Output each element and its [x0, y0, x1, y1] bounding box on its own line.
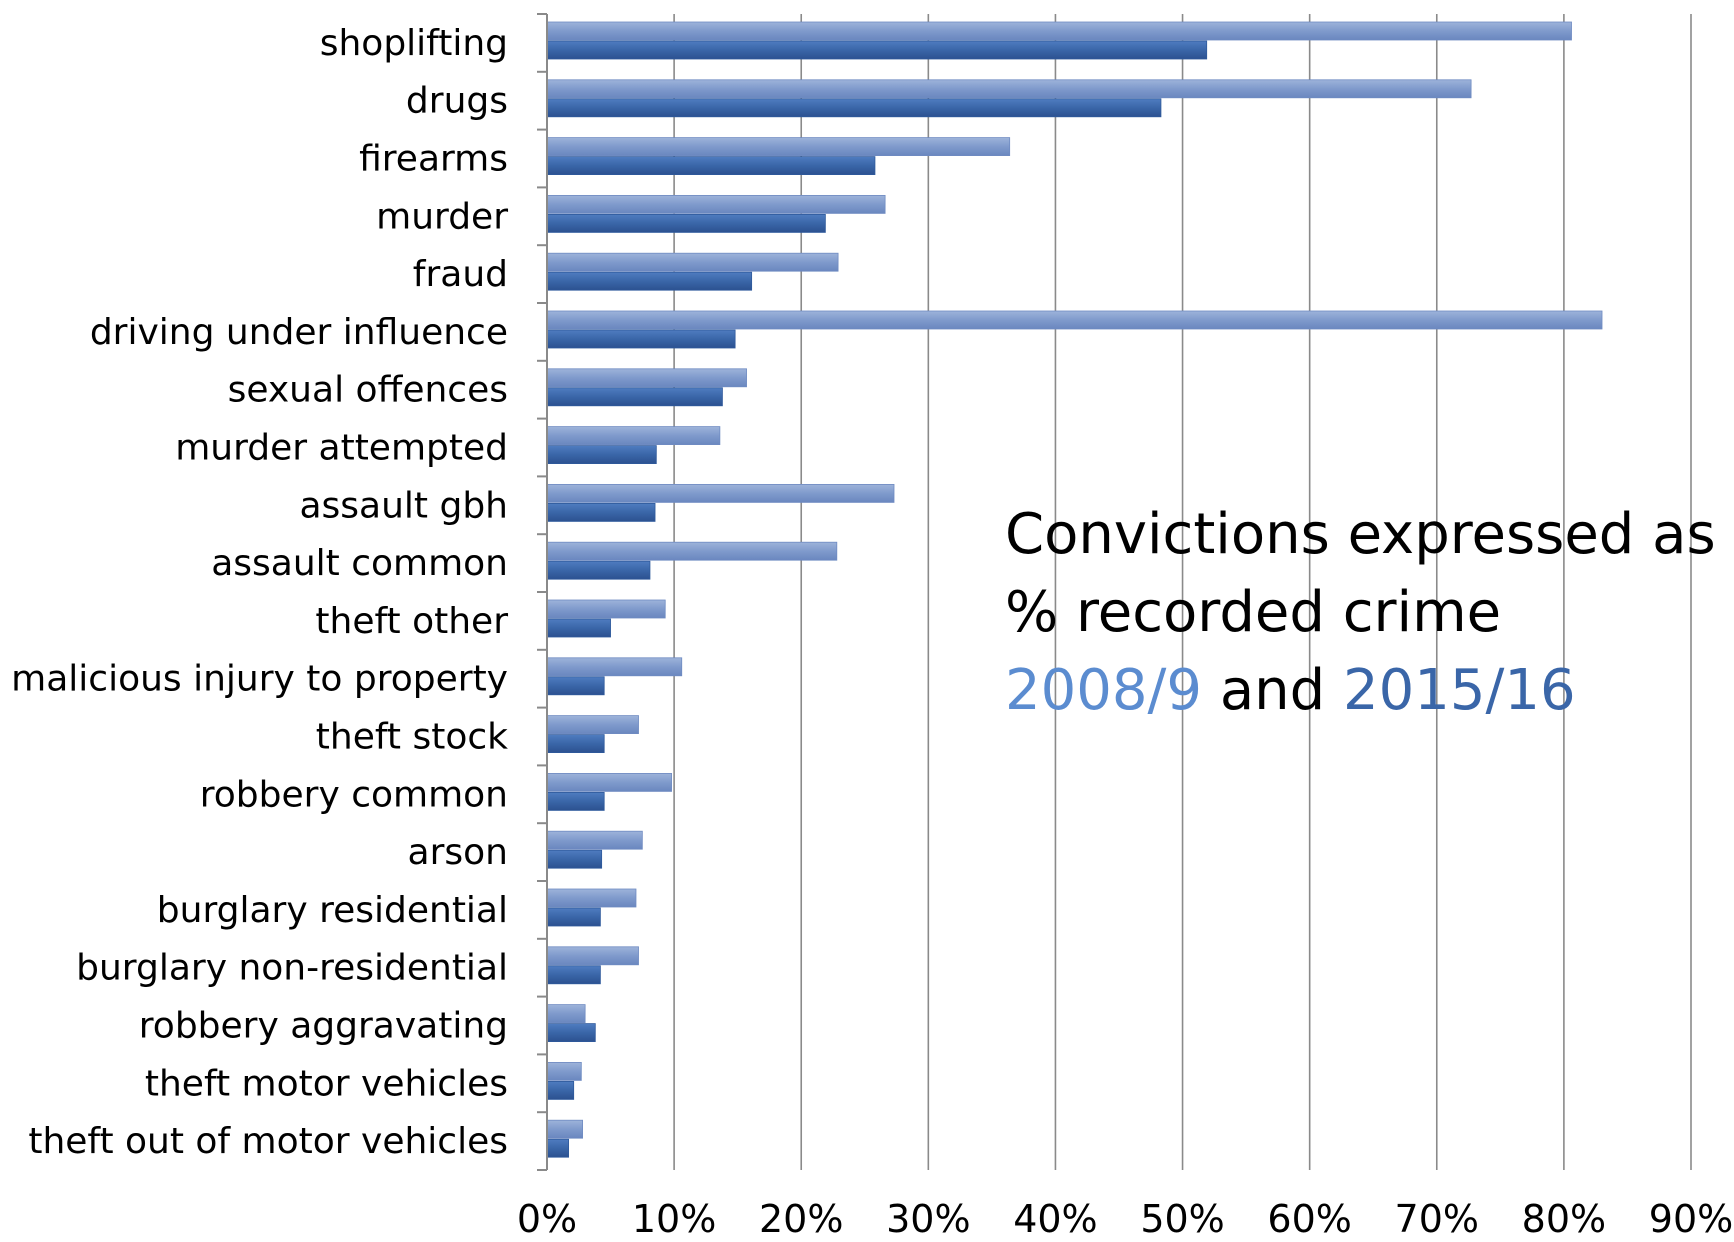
category-label: theft stock [316, 717, 508, 758]
bar-series1 [546, 830, 643, 850]
bar-series1 [546, 773, 672, 792]
category-label: murder [376, 196, 508, 237]
bar-series2 [546, 329, 736, 349]
x-tick-label: 40% [1013, 1197, 1097, 1241]
annotation-series1-label: 2008/9 [1005, 658, 1202, 723]
bar-series1 [546, 483, 895, 503]
bar-series1 [546, 137, 1011, 157]
bar-series2 [546, 1138, 570, 1158]
category-label: shoplifting [320, 23, 508, 64]
category-label: robbery aggravating [139, 1006, 508, 1047]
bar-series2 [546, 445, 657, 465]
bar-series2 [546, 213, 826, 233]
bar-series1 [546, 1119, 583, 1139]
bar-series2 [546, 1081, 575, 1100]
category-label: burglary non-residential [76, 948, 508, 989]
annotation-joiner: and [1220, 658, 1325, 723]
x-tick-label: 20% [759, 1197, 843, 1241]
bar-series1 [546, 252, 839, 272]
bar-series1 [546, 368, 747, 388]
bar-series2 [546, 271, 753, 291]
bar-series2 [546, 502, 656, 522]
bar-series1 [546, 21, 1572, 41]
bar-series1 [546, 79, 1472, 99]
category-label: fraud [413, 254, 508, 295]
bar-series2 [546, 560, 651, 580]
category-label: driving under influence [90, 312, 508, 353]
bar-series1 [546, 946, 639, 966]
x-tick-label: 70% [1395, 1197, 1479, 1241]
x-tick-label: 10% [632, 1197, 716, 1241]
annotation-line1: Convictions expressed as [1005, 502, 1716, 567]
category-label: theft out of motor vehicles [28, 1121, 508, 1162]
bar-series2 [546, 676, 605, 696]
category-label: firearms [359, 139, 508, 180]
category-label: murder attempted [175, 428, 508, 469]
bar-series1 [546, 715, 639, 734]
bar-series2 [546, 387, 723, 407]
category-label: burglary residential [157, 890, 508, 931]
bar-series2 [546, 98, 1162, 118]
category-label: assault gbh [299, 485, 508, 526]
category-label: malicious injury to property [11, 659, 508, 700]
bar-series1 [546, 310, 1603, 330]
bar-series2 [546, 965, 601, 985]
bar-series1 [546, 657, 683, 677]
bar-series2 [546, 618, 611, 638]
chart-annotation: Convictions expressed as % recorded crim… [1005, 502, 1716, 723]
bar-series1 [546, 599, 666, 619]
x-tick-label: 30% [886, 1197, 970, 1241]
category-label: theft motor vehicles [145, 1063, 508, 1104]
bar-series1 [546, 541, 838, 561]
category-label: robbery common [200, 774, 508, 815]
x-tick-label: 50% [1140, 1197, 1224, 1241]
category-label: drugs [406, 81, 508, 122]
bar-series1 [546, 194, 886, 214]
x-tick-label: 80% [1522, 1197, 1606, 1241]
y-axis [537, 13, 548, 1171]
category-labels: shoplifting drugs firearms murder fraud drivi… [11, 23, 508, 1162]
bar-series1 [546, 888, 637, 908]
bar-series1 [546, 1004, 586, 1023]
x-tick-label: 0% [517, 1197, 577, 1241]
category-label: theft other [315, 601, 508, 642]
bar-series2 [546, 734, 605, 753]
x-tick-labels: 0% 10% 20% 30% 40% 50% 60% 70% 80% 90% [517, 1197, 1733, 1241]
category-label: sexual offences [228, 370, 508, 411]
annotation-line2: % recorded crime [1005, 580, 1501, 645]
bar-series2 [546, 156, 876, 176]
bar-series2 [546, 40, 1208, 60]
bar-series1 [546, 1062, 582, 1081]
bar-series2 [546, 907, 601, 927]
bar-series2 [546, 792, 605, 811]
annotation-series2-label: 2015/16 [1343, 658, 1576, 723]
x-tick-label: 60% [1267, 1197, 1351, 1241]
category-label: assault common [211, 543, 508, 584]
x-tick-label: 90% [1649, 1197, 1733, 1241]
bar-series2 [546, 849, 603, 869]
bar-series1 [546, 426, 721, 446]
bar-series2 [546, 1023, 596, 1042]
annotation-line3: 2008/9 and 2015/16 [1005, 658, 1576, 723]
category-label: arson [408, 832, 508, 873]
